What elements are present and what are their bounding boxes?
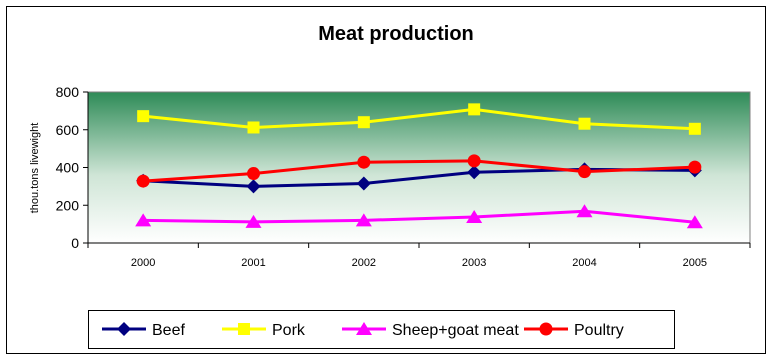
series-line-sheep-goat-meat (143, 209, 695, 224)
point-pork (468, 103, 481, 116)
legend-label: Sheep+goat meat (392, 322, 519, 339)
point-sheep-goat-meat (135, 213, 152, 227)
series-sheep-goat-meat (135, 204, 703, 229)
point-sheep-goat-meat (686, 215, 703, 229)
x-tick-label: 2005 (683, 257, 707, 269)
point-sheep-goat-meat (576, 204, 593, 218)
y-tick-label: 800 (56, 84, 80, 100)
point-pork (688, 122, 701, 135)
legend-item-beef: Beef (102, 322, 185, 339)
legend-label: Beef (152, 322, 185, 339)
point-pork (357, 116, 370, 129)
legend-item-poultry: Poultry (524, 322, 624, 339)
y-axis-label: thou.tons livewight (29, 123, 41, 214)
y-tick-label: 200 (56, 197, 80, 213)
legend-marker (356, 322, 372, 335)
axes: 0 200 400 600 800 2000 2001 2002 2003 2004 2005 (56, 84, 751, 269)
point-poultry (357, 155, 371, 169)
y-tick-label: 400 (56, 160, 80, 176)
point-beef (246, 179, 261, 194)
x-tick-label: 2004 (572, 257, 596, 269)
x-tick-label: 2003 (462, 257, 486, 269)
legend-marker (238, 323, 250, 335)
point-sheep-goat-meat (355, 213, 372, 227)
series-pork (137, 103, 701, 135)
series-poultry (136, 154, 702, 188)
legend-item-pork: Pork (222, 322, 306, 339)
legend: Beef Pork Sheep+goat meat Poultry (102, 322, 624, 339)
point-poultry (467, 154, 481, 168)
point-poultry (578, 165, 591, 179)
point-beef (467, 165, 482, 180)
point-pork (578, 117, 591, 130)
chart-title: Meat production (318, 23, 474, 45)
point-poultry (247, 167, 260, 181)
point-pork (247, 121, 260, 134)
point-poultry (688, 160, 702, 174)
legend-marker (117, 322, 131, 336)
point-sheep-goat-meat (245, 214, 262, 228)
point-pork (137, 110, 150, 123)
point-poultry (136, 174, 150, 188)
series-line-pork (143, 107, 695, 131)
x-tick-label: 2002 (352, 257, 376, 269)
series-layer (135, 103, 703, 229)
legend-label: Poultry (574, 322, 624, 339)
y-tick-label: 0 (71, 235, 79, 251)
x-tick-label: 2001 (241, 257, 265, 269)
x-tick-label: 2000 (131, 257, 155, 269)
legend-item-sheep-goat-meat: Sheep+goat meat (342, 322, 519, 339)
series-line-poultry (143, 159, 695, 183)
legend-label: Pork (272, 322, 306, 339)
y-tick-label: 600 (56, 122, 80, 138)
point-sheep-goat-meat (466, 209, 483, 223)
point-beef (356, 176, 371, 191)
legend-marker (539, 322, 553, 336)
